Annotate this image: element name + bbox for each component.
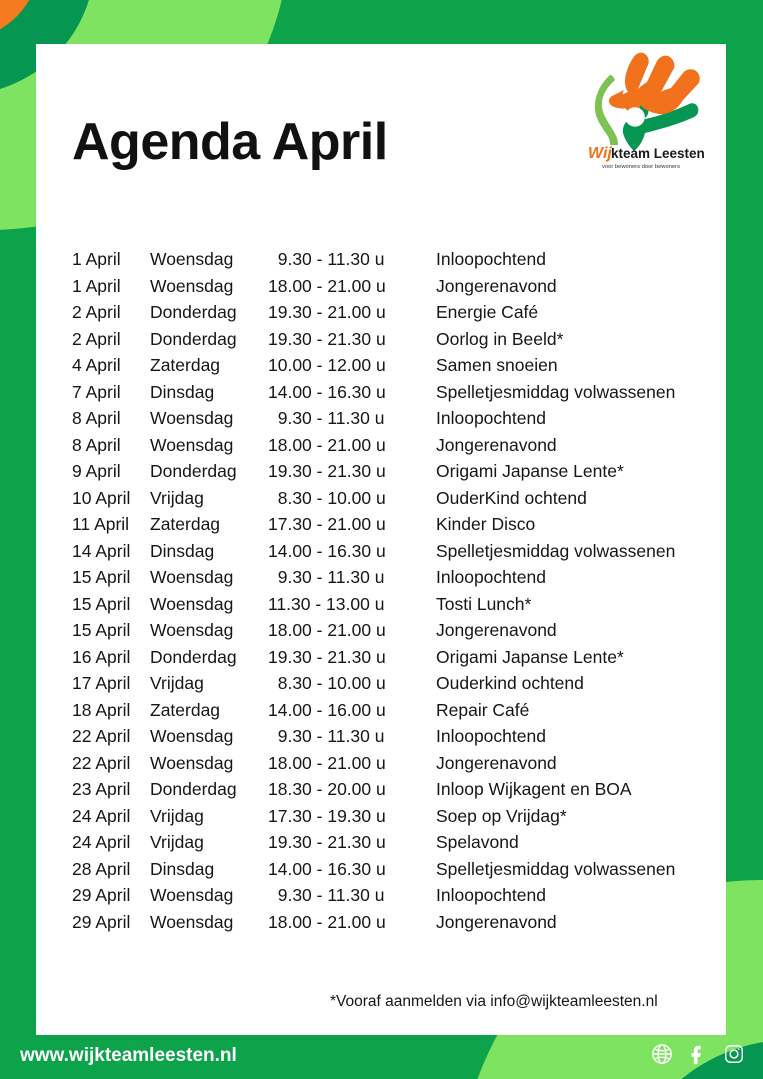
svg-text:Wij: Wij <box>588 145 612 162</box>
svg-text:kteam Leesten: kteam Leesten <box>611 146 705 161</box>
svg-text:voor bewoners door bewoners: voor bewoners door bewoners <box>602 164 680 170</box>
